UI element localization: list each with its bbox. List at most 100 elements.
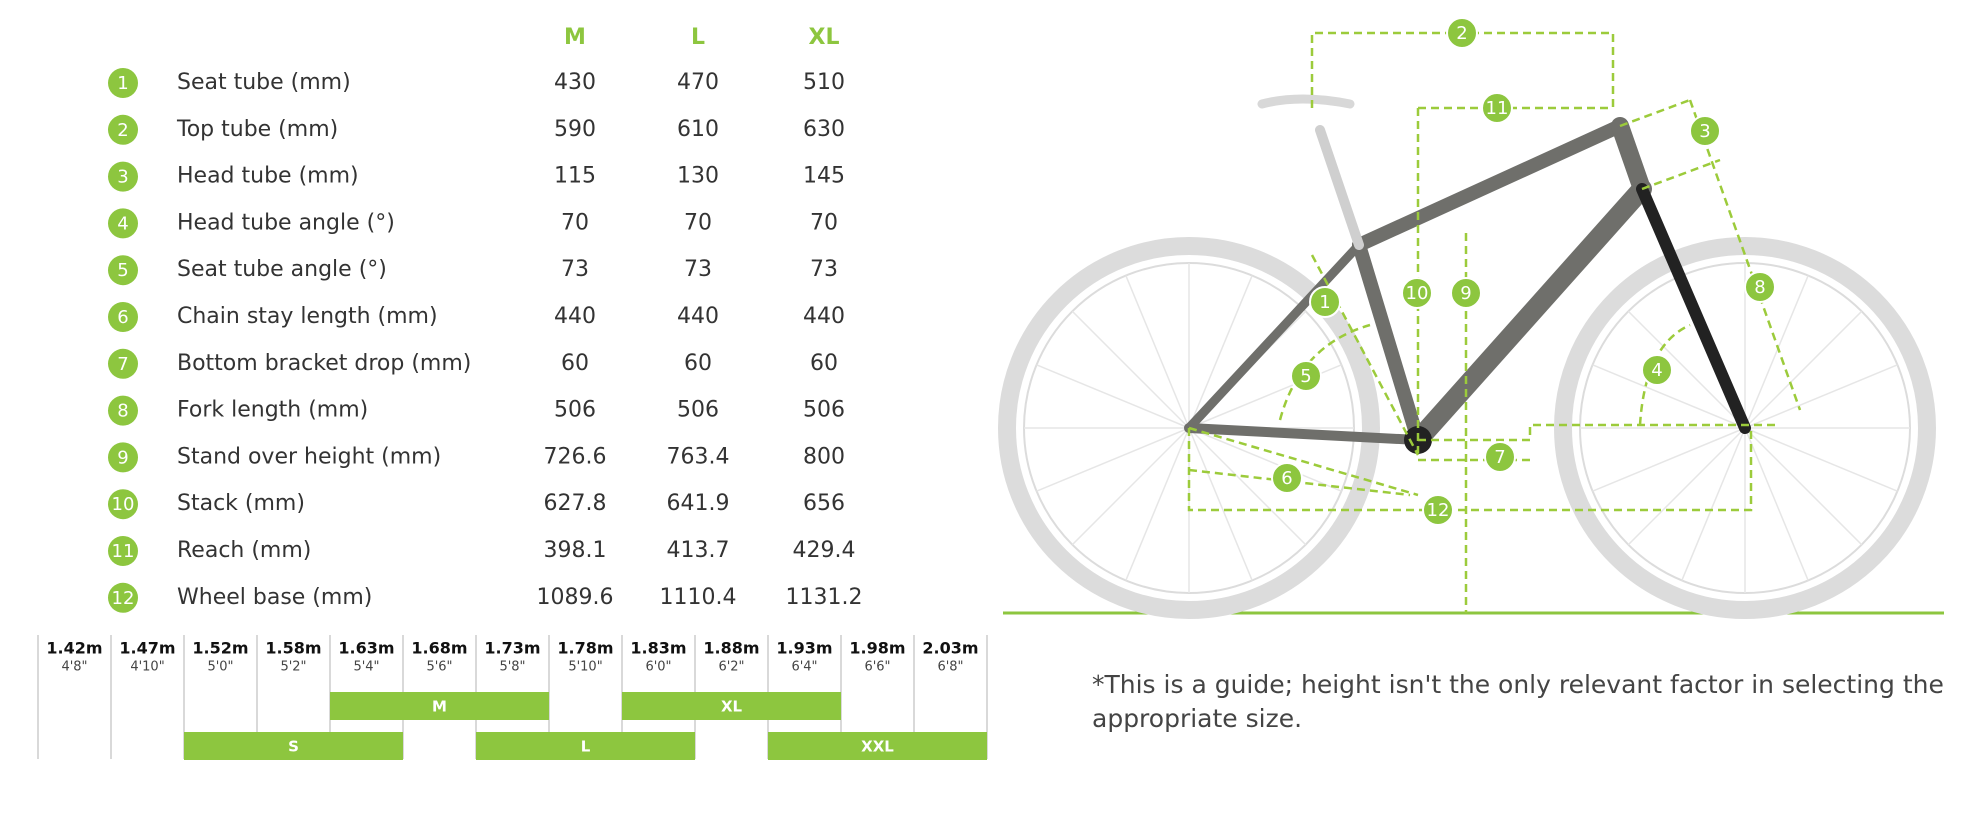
spoke <box>1592 364 1746 429</box>
row-label: Stack (mm) <box>177 491 305 516</box>
cell-value: 440 <box>554 304 596 329</box>
row-number: 4 <box>117 213 128 234</box>
diagram-badge <box>1401 277 1433 309</box>
frame <box>1184 94 1751 454</box>
cell-value: 60 <box>810 351 838 376</box>
cell-value: 800 <box>803 444 845 469</box>
row-number-badge <box>108 114 138 145</box>
cell-value: 627.8 <box>544 491 607 516</box>
height-imperial: 4'10" <box>130 660 164 675</box>
height-metric: 1.68m <box>411 639 467 658</box>
height-imperial: 6'0" <box>645 660 671 675</box>
row-label: Reach (mm) <box>177 538 311 563</box>
row-number-badge <box>108 489 138 520</box>
size-bar <box>330 692 549 720</box>
diagram-number: 6 <box>1281 468 1292 489</box>
height-metric: 1.58m <box>265 639 321 658</box>
row-number: 9 <box>117 447 128 468</box>
row-number-badge <box>108 536 138 566</box>
height-metric: 1.73m <box>484 639 540 658</box>
diagram-number: 5 <box>1300 366 1311 387</box>
row-label: Head tube angle (°) <box>177 210 395 235</box>
height-imperial: 6'6" <box>864 660 890 675</box>
diagram-badge <box>1309 286 1341 318</box>
diagram-number: 9 <box>1460 283 1471 304</box>
row-number: 7 <box>117 354 128 375</box>
row-label: Stand over height (mm) <box>177 444 441 469</box>
row-number: 11 <box>112 541 135 562</box>
cell-value: 656 <box>803 491 845 516</box>
height-metric: 1.63m <box>338 639 394 658</box>
spoke <box>1744 275 1809 429</box>
spoke <box>1744 427 1898 492</box>
row-number: 3 <box>117 167 128 188</box>
row-number: 8 <box>117 401 128 422</box>
column-header: L <box>691 25 705 50</box>
diagram-number: 10 <box>1406 283 1429 304</box>
spoke <box>1627 427 1746 546</box>
size-bar <box>184 732 403 760</box>
height-imperial: 5'4" <box>353 660 379 675</box>
row-number-badge <box>108 348 138 379</box>
diagram-number: 12 <box>1427 500 1450 521</box>
row-label: Fork length (mm) <box>177 398 368 423</box>
row-number-badge <box>108 208 138 239</box>
cell-value: 641.9 <box>667 491 730 516</box>
diagram-number: 1 <box>1319 292 1330 313</box>
cell-value: 70 <box>810 210 838 235</box>
spoke <box>1071 427 1190 546</box>
cell-value: 1110.4 <box>660 585 737 610</box>
cell-value: 1089.6 <box>537 585 614 610</box>
note-line: appropriate size. <box>1092 704 1302 733</box>
height-imperial: 6'2" <box>718 660 744 675</box>
cell-value: 145 <box>803 164 845 189</box>
spoke <box>1188 427 1253 581</box>
diagram-number: 2 <box>1456 23 1467 44</box>
size-label: L <box>581 738 591 756</box>
spoke <box>1036 427 1190 492</box>
diagram-number: 8 <box>1754 277 1765 298</box>
spokes <box>1024 263 1910 593</box>
cell-value: 470 <box>677 70 719 95</box>
size-label: M <box>432 698 447 716</box>
height-imperial: 5'0" <box>207 660 233 675</box>
diagram-badge <box>1450 277 1482 309</box>
spoke <box>1681 427 1746 581</box>
height-imperial: 4'8" <box>61 660 87 675</box>
diagram-number: 7 <box>1494 447 1505 468</box>
height-imperial: 5'8" <box>499 660 525 675</box>
height-metric: 1.93m <box>776 639 832 658</box>
row-number: 10 <box>112 494 135 515</box>
row-number: 1 <box>117 73 128 94</box>
spoke <box>1188 275 1253 429</box>
spoke <box>1744 427 1809 581</box>
height-metric: 1.78m <box>557 639 613 658</box>
spoke <box>1188 427 1307 546</box>
cell-value: 630 <box>803 117 845 142</box>
spoke <box>1125 427 1190 581</box>
cell-value: 440 <box>803 304 845 329</box>
height-imperial: 5'10" <box>568 660 602 675</box>
row-label: Seat tube (mm) <box>177 70 351 95</box>
cell-value: 70 <box>561 210 589 235</box>
diagram-number: 11 <box>1486 98 1509 119</box>
height-metric: 1.47m <box>119 639 175 658</box>
cell-value: 510 <box>803 70 845 95</box>
cell-value: 73 <box>561 257 589 282</box>
row-number-badge <box>108 68 138 98</box>
cell-value: 398.1 <box>544 538 607 563</box>
spoke <box>1071 310 1190 429</box>
height-metric: 2.03m <box>922 639 978 658</box>
size-bar <box>622 692 841 720</box>
diagram-badge <box>1481 92 1513 124</box>
diagram-number: 3 <box>1699 121 1710 142</box>
row-number: 5 <box>117 260 128 281</box>
row-label: Wheel base (mm) <box>177 585 372 610</box>
cell-value: 60 <box>684 351 712 376</box>
column-header: M <box>564 25 586 50</box>
row-label: Bottom bracket drop (mm) <box>177 351 471 376</box>
spoke <box>1744 427 1863 546</box>
cell-value: 115 <box>554 164 596 189</box>
